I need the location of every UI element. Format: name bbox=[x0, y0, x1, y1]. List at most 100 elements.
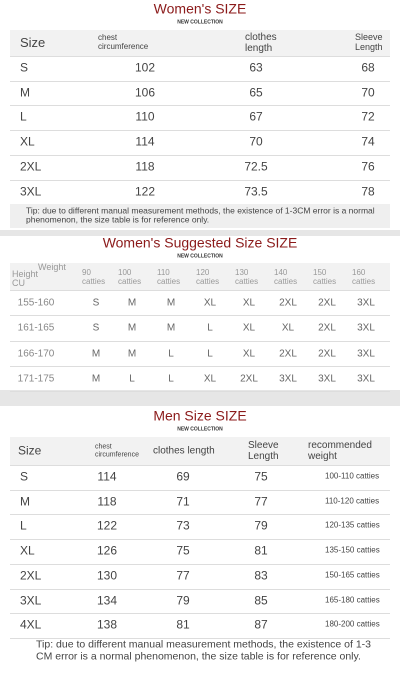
separator bbox=[0, 390, 400, 406]
separator bbox=[0, 230, 400, 236]
column-header: 150 catties bbox=[313, 268, 337, 286]
cell: 100-110 catties bbox=[325, 471, 380, 481]
column-header: 100 catties bbox=[118, 268, 142, 286]
cell: XL bbox=[242, 297, 256, 309]
cell: 81 bbox=[176, 617, 190, 632]
cell: XL bbox=[203, 373, 217, 385]
row-line bbox=[10, 340, 390, 342]
cell: 4XL bbox=[20, 617, 42, 632]
cell: 83 bbox=[254, 568, 268, 583]
cell: 73.5 bbox=[244, 183, 268, 198]
row-line bbox=[10, 563, 390, 565]
cell: 150-165 catties bbox=[325, 570, 380, 580]
row-header: 166-170 bbox=[17, 348, 55, 360]
row-line bbox=[10, 613, 390, 615]
cell: M bbox=[166, 297, 176, 309]
cell: 114 bbox=[97, 469, 117, 484]
column-header: 90 catties bbox=[82, 268, 106, 286]
column-header: Sleeve Length bbox=[248, 440, 279, 462]
cell: 65 bbox=[249, 85, 263, 100]
cell: 130 bbox=[96, 568, 118, 583]
row-line bbox=[10, 130, 390, 132]
cell: 138 bbox=[96, 617, 118, 632]
tip: Tip: due to different manual measurement… bbox=[36, 638, 372, 662]
header-bg bbox=[10, 437, 390, 465]
cell: 3XL bbox=[20, 592, 42, 607]
cell: 3XL bbox=[357, 322, 375, 334]
section-title: Women's SIZE bbox=[153, 0, 247, 17]
column-header: clothes length bbox=[153, 445, 215, 457]
cell: M bbox=[91, 373, 101, 385]
column-header: 110 catties bbox=[157, 268, 181, 286]
cell: 3XL bbox=[318, 373, 336, 385]
cell: 2XL bbox=[240, 373, 258, 385]
section-subtitle: NEW COLLECTION bbox=[177, 426, 223, 433]
cell: L bbox=[168, 348, 174, 360]
cell: 75 bbox=[176, 543, 190, 558]
cell: 3XL bbox=[357, 373, 375, 385]
row-line bbox=[10, 539, 390, 541]
cell: 75 bbox=[254, 469, 268, 484]
cell: L bbox=[168, 373, 174, 385]
row-line bbox=[10, 154, 390, 156]
cell: S bbox=[20, 469, 29, 484]
cell: 77 bbox=[254, 494, 268, 509]
cell: 180-200 catties bbox=[325, 619, 380, 629]
row-line bbox=[10, 105, 390, 107]
cell: L bbox=[20, 109, 27, 124]
cell: 118 bbox=[135, 159, 155, 174]
cell: 135-150 catties bbox=[325, 545, 380, 555]
cell: 67 bbox=[249, 109, 263, 124]
cell: L bbox=[20, 518, 27, 533]
cell: 2XL bbox=[20, 159, 42, 174]
cell: 126 bbox=[96, 543, 118, 558]
cell: 3XL bbox=[357, 297, 375, 309]
cell: 71 bbox=[176, 494, 190, 509]
column-header: chest circumference bbox=[98, 33, 149, 51]
column-header: clothes length bbox=[245, 32, 277, 54]
cell: L bbox=[129, 373, 135, 385]
cell: 3XL bbox=[357, 348, 375, 360]
column-header: 120 catties bbox=[196, 268, 220, 286]
column-header: Size bbox=[20, 34, 46, 50]
cell: 78 bbox=[361, 183, 375, 198]
cell: 2XL bbox=[20, 568, 42, 583]
cell: 165-180 catties bbox=[325, 595, 380, 605]
cell: 73 bbox=[176, 518, 190, 533]
column-header: 160 catties bbox=[352, 268, 376, 286]
cell: 87 bbox=[254, 617, 268, 632]
row-line bbox=[10, 80, 390, 82]
section-title: Women's Suggested Size SIZE bbox=[102, 234, 298, 251]
cell: 81 bbox=[254, 543, 268, 558]
cell: 77 bbox=[176, 568, 190, 583]
cell: 79 bbox=[176, 592, 190, 607]
row-line bbox=[10, 56, 390, 57]
cell: XL bbox=[203, 297, 217, 309]
column-header: Size bbox=[18, 443, 42, 458]
cell: 122 bbox=[134, 183, 156, 198]
cell: 106 bbox=[134, 85, 156, 100]
section-subtitle: NEW COLLECTION bbox=[177, 253, 223, 260]
cell: 134 bbox=[96, 592, 118, 607]
row-line bbox=[10, 637, 390, 639]
cell: XL bbox=[242, 322, 256, 334]
row-header: 155-160 bbox=[17, 297, 55, 309]
row-line bbox=[10, 391, 390, 393]
cell: 110 bbox=[135, 109, 155, 124]
cell: 63 bbox=[249, 60, 263, 75]
row-header: 161-165 bbox=[17, 322, 55, 334]
cell: 2XL bbox=[318, 297, 336, 309]
cell: 76 bbox=[361, 159, 375, 174]
section-title: Men Size SIZE bbox=[153, 407, 247, 424]
cell: L bbox=[207, 348, 213, 360]
header-bg bbox=[10, 263, 390, 290]
section-subtitle: NEW COLLECTION bbox=[177, 19, 223, 26]
tip: Tip: due to different manual measurement… bbox=[26, 205, 375, 225]
row-line bbox=[10, 179, 390, 181]
tip-bg bbox=[10, 204, 390, 228]
cell: 122 bbox=[96, 518, 118, 533]
row-line bbox=[10, 489, 390, 491]
cell: 118 bbox=[97, 494, 117, 509]
cell: 2XL bbox=[318, 322, 336, 334]
